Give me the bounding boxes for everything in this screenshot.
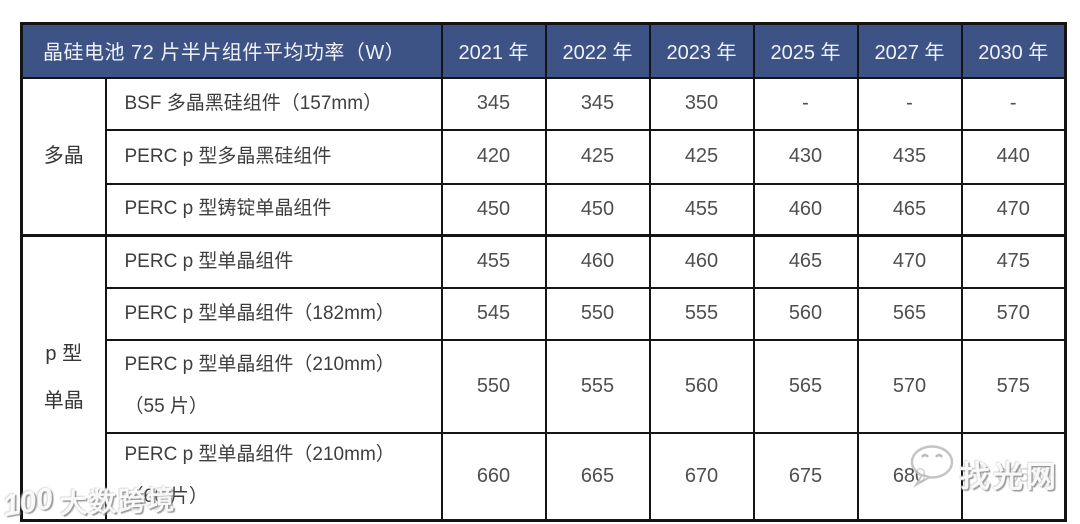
value-cell: 560 (648, 338, 755, 434)
value-cell: 545 (440, 286, 547, 341)
product-cell: PERC p 型单晶组件 (104, 234, 443, 289)
year-header-2023: 2023 年 (648, 22, 755, 79)
value-cell: - (752, 76, 859, 131)
value-cell: 430 (752, 128, 859, 185)
value-cell: 550 (544, 286, 651, 341)
module-power-table: 晶硅电池 72 片半片组件平均功率（W） 2021 年 2022 年 2023 … (20, 22, 1067, 522)
value-cell: 475 (960, 234, 1067, 289)
value-cell: 460 (544, 234, 651, 289)
value-cell: 570 (960, 286, 1067, 341)
value-cell: 465 (752, 234, 859, 289)
product-cell: PERC p 型单晶组件（210mm） （55 片） (104, 338, 443, 434)
year-header-2022: 2022 年 (544, 22, 651, 79)
data-table: 晶硅电池 72 片半片组件平均功率（W） 2021 年 2022 年 2023 … (20, 22, 1067, 522)
product-cell: PERC p 型单晶组件（210mm） （66 片） (104, 431, 443, 522)
value-cell-obscured: 685 (960, 431, 1067, 522)
table-row: PERC p 型单晶组件（182mm） 545 550 555 560 565 … (22, 286, 1067, 341)
value-cell: 680 (856, 431, 963, 522)
value-cell: 435 (856, 128, 963, 185)
value-cell: 350 (648, 76, 755, 131)
value-cell: 345 (544, 76, 651, 131)
value-cell: 465 (856, 182, 963, 237)
value-cell: 555 (544, 338, 651, 434)
value-cell: 550 (440, 338, 547, 434)
table-row: PERC p 型多晶黑硅组件 420 425 425 430 435 440 (22, 128, 1067, 185)
value-cell: 460 (752, 182, 859, 237)
header-row: 晶硅电池 72 片半片组件平均功率（W） 2021 年 2022 年 2023 … (20, 22, 1067, 79)
year-header-2025: 2025 年 (752, 22, 859, 79)
product-cell: PERC p 型单晶组件（182mm） (104, 286, 443, 341)
value-cell: 455 (440, 234, 547, 289)
value-cell: 565 (752, 338, 859, 434)
group-cell-p-type-mono: p 型 单晶 (20, 234, 107, 522)
value-cell: 460 (648, 234, 755, 289)
table-row: p 型 单晶 PERC p 型单晶组件 455 460 460 465 470 … (20, 234, 1067, 522)
table-row: PERC p 型单晶组件（210mm） （66 片） 660 665 670 6… (22, 431, 1067, 522)
value-cell: 425 (648, 128, 755, 185)
value-cell: 670 (648, 431, 755, 522)
value-cell: 455 (648, 182, 755, 237)
value-cell: 575 (960, 338, 1067, 434)
table-row: 多晶 BSF 多晶黑硅组件（157mm） 345 345 350 - - - (20, 76, 1067, 237)
value-cell: 425 (544, 128, 651, 185)
table-title: 晶硅电池 72 片半片组件平均功率（W） (20, 22, 443, 79)
year-header-2021: 2021 年 (440, 22, 547, 79)
value-cell: 450 (544, 182, 651, 237)
year-header-2030: 2030 年 (960, 22, 1067, 79)
value-cell: 555 (648, 286, 755, 341)
value-cell: 660 (440, 431, 547, 522)
value-cell: 565 (856, 286, 963, 341)
year-header-2027: 2027 年 (856, 22, 963, 79)
value-cell: - (856, 76, 963, 131)
product-cell: BSF 多晶黑硅组件（157mm） (104, 76, 443, 131)
table-row: PERC p 型单晶组件（210mm） （55 片） 550 555 560 5… (22, 338, 1067, 434)
value-cell: 570 (856, 338, 963, 434)
value-cell: 665 (544, 431, 651, 522)
product-cell: PERC p 型多晶黑硅组件 (104, 128, 443, 185)
value-cell: 420 (440, 128, 547, 185)
group-cell-polycrystalline: 多晶 (20, 76, 107, 237)
value-cell: 440 (960, 128, 1067, 185)
value-cell: - (960, 76, 1067, 131)
value-cell: 470 (960, 182, 1067, 237)
table-row: PERC p 型铸锭单晶组件 450 450 455 460 465 470 (22, 182, 1067, 237)
product-cell: PERC p 型铸锭单晶组件 (104, 182, 443, 237)
value-cell: 470 (856, 234, 963, 289)
value-cell: 345 (440, 76, 547, 131)
value-cell: 450 (440, 182, 547, 237)
value-cell: 675 (752, 431, 859, 522)
value-cell: 560 (752, 286, 859, 341)
